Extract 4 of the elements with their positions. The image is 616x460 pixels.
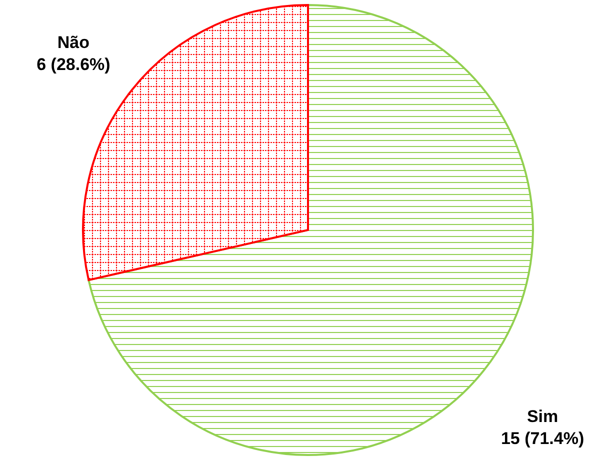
data-label: 6 (28.6%) — [36, 54, 110, 74]
slice-label: Sim — [526, 407, 558, 426]
data-label: 15 (71.4%) — [500, 429, 584, 448]
slice-label: Não — [57, 32, 90, 52]
